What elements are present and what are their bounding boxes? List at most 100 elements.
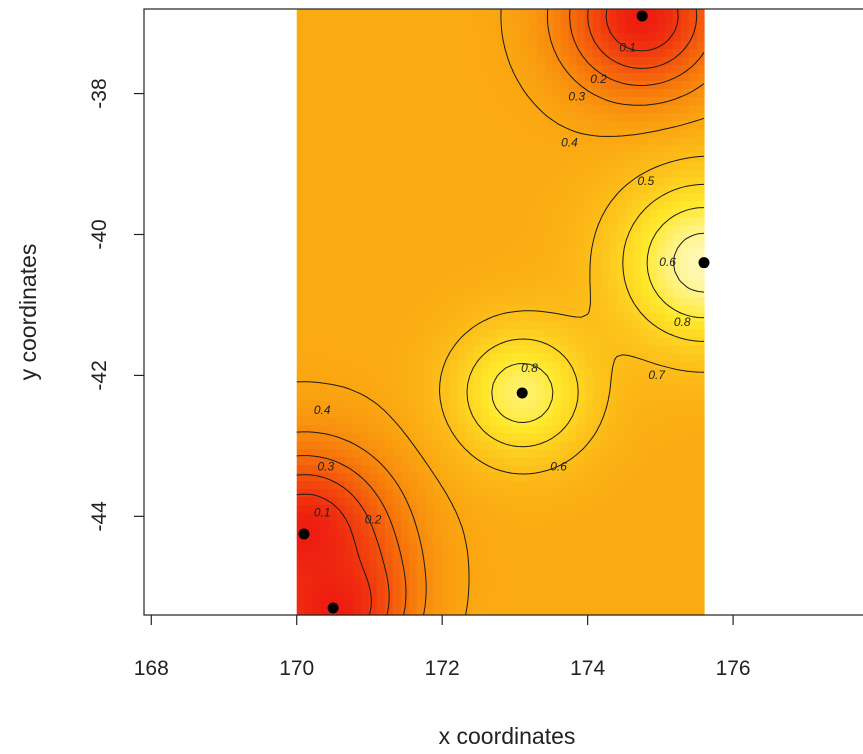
heatmap-cell	[376, 161, 386, 170]
heatmap-cell	[608, 561, 618, 570]
heatmap-cell	[336, 337, 346, 346]
heatmap-cell	[688, 9, 698, 18]
heatmap-cell	[464, 305, 474, 314]
heatmap-cell	[584, 65, 594, 74]
heatmap-cell	[480, 569, 490, 578]
heatmap-cell	[680, 561, 690, 570]
heatmap-cell	[680, 585, 690, 594]
heatmap-cell	[560, 113, 570, 122]
heatmap-cell	[648, 177, 658, 186]
heatmap-cell	[584, 609, 594, 616]
heatmap-cell	[640, 345, 650, 354]
heatmap-cell	[544, 553, 554, 562]
heatmap-cell	[368, 89, 378, 98]
heatmap-cell	[440, 281, 450, 290]
heatmap-cell	[608, 473, 618, 482]
heatmap-cell	[304, 401, 314, 410]
heatmap-cell	[400, 9, 410, 18]
contour-label: 0.1	[619, 40, 636, 54]
heatmap-cell	[544, 145, 554, 154]
heatmap-cell	[464, 473, 474, 482]
heatmap-cell	[600, 81, 610, 90]
heatmap-cell	[408, 433, 418, 442]
heatmap-cell	[456, 513, 466, 522]
heatmap-cell	[392, 129, 402, 138]
heatmap-cell	[448, 145, 458, 154]
heatmap-cell	[328, 177, 338, 186]
heatmap-cell	[552, 457, 562, 466]
heatmap-cell	[552, 89, 562, 98]
heatmap-cell	[400, 593, 410, 602]
heatmap-cell	[488, 265, 498, 274]
heatmap-cell	[640, 273, 650, 282]
heatmap-cell	[688, 193, 698, 202]
heatmap-cell	[584, 561, 594, 570]
heatmap-cell	[624, 57, 634, 66]
heatmap-cell	[312, 113, 322, 122]
heatmap-cell	[432, 217, 442, 226]
heatmap-cell	[504, 529, 514, 538]
heatmap-cell	[392, 33, 402, 42]
heatmap-cell	[592, 289, 602, 298]
heatmap-cell	[496, 97, 506, 106]
heatmap-cell	[456, 529, 466, 538]
heatmap-cell	[448, 521, 458, 530]
heatmap-cell	[456, 505, 466, 514]
heatmap-cell	[664, 417, 674, 426]
heatmap-cell	[416, 41, 426, 50]
heatmap-cell	[552, 377, 562, 386]
heatmap-cell	[624, 313, 634, 322]
heatmap-cell	[432, 265, 442, 274]
heatmap-cell	[408, 57, 418, 66]
heatmap-cell	[456, 273, 466, 282]
heatmap-cell	[512, 241, 522, 250]
heatmap-cell	[648, 49, 658, 58]
heatmap-cell	[688, 129, 698, 138]
heatmap-cell	[384, 353, 394, 362]
heatmap-cell	[328, 241, 338, 250]
heatmap-cell	[608, 369, 618, 378]
heatmap-cell	[656, 561, 666, 570]
heatmap-cell	[368, 417, 378, 426]
heatmap-cell	[496, 233, 506, 242]
heatmap-cell	[352, 377, 362, 386]
heatmap-cell	[448, 105, 458, 114]
heatmap-cell	[416, 505, 426, 514]
heatmap-cell	[296, 289, 306, 298]
heatmap-cell	[624, 465, 634, 474]
heatmap-cell	[632, 577, 642, 586]
heatmap-cell	[664, 561, 674, 570]
heatmap-cell	[440, 33, 450, 42]
heatmap-cell	[352, 305, 362, 314]
heatmap-cell	[560, 329, 570, 338]
heatmap-cell	[352, 497, 362, 506]
heatmap-cell	[472, 297, 482, 306]
heatmap-cell	[488, 337, 498, 346]
heatmap-cell	[520, 497, 530, 506]
heatmap-cell	[576, 89, 586, 98]
heatmap-cell	[376, 241, 386, 250]
heatmap-cell	[616, 105, 626, 114]
heatmap-cell	[696, 241, 705, 250]
heatmap-cell	[696, 281, 705, 290]
heatmap-cell	[616, 497, 626, 506]
heatmap-cell	[672, 585, 682, 594]
heatmap-cell	[504, 497, 514, 506]
heatmap-cell	[584, 9, 594, 18]
heatmap-cell	[400, 65, 410, 74]
heatmap-cell	[424, 497, 434, 506]
heatmap-cell	[328, 209, 338, 218]
heatmap-cell	[608, 441, 618, 450]
heatmap-cell	[632, 41, 642, 50]
heatmap-cell	[472, 105, 482, 114]
heatmap-cell	[696, 57, 705, 66]
heatmap-cell	[416, 489, 426, 498]
heatmap-cell	[504, 281, 514, 290]
heatmap-cell	[496, 393, 506, 402]
heatmap-cell	[544, 169, 554, 178]
heatmap-cell	[312, 305, 322, 314]
heatmap-cell	[376, 457, 386, 466]
heatmap-cell	[664, 297, 674, 306]
heatmap-cell	[496, 129, 506, 138]
heatmap-cell	[560, 25, 570, 34]
